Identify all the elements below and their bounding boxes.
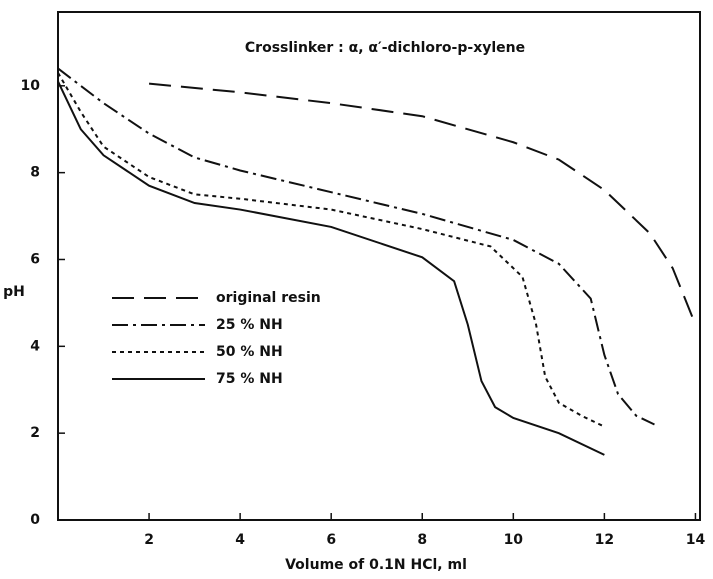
- legend-label: 75 % NH: [216, 371, 283, 387]
- y-tick-label: 10: [21, 78, 41, 94]
- line-series: [57, 72, 605, 428]
- legend-label: 25 % NH: [216, 317, 283, 333]
- x-axis-label: Volume of 0.1N HCl, ml: [285, 557, 467, 573]
- y-tick-label: 8: [30, 165, 40, 181]
- y-axis-label: pH: [3, 284, 25, 300]
- line-series: [148, 82, 697, 325]
- x-tick-label: 14: [686, 532, 706, 548]
- y-tick-label: 2: [30, 425, 40, 441]
- line-series: [57, 81, 605, 456]
- x-tick-label: 6: [326, 532, 336, 548]
- line-series: [57, 67, 655, 426]
- x-tick-label: 10: [504, 532, 524, 548]
- x-tick-label: 8: [417, 532, 427, 548]
- annotation: Crosslinker : α, α′-dichloro-p-xylene: [245, 40, 525, 56]
- x-tick-label: 12: [595, 532, 614, 548]
- plot-frame: [57, 11, 701, 521]
- x-tick-label: 4: [235, 532, 245, 548]
- y-tick-label: 6: [30, 251, 40, 267]
- y-tick-label: 0: [30, 512, 40, 528]
- y-tick-label: 4: [30, 338, 40, 354]
- legend-label: 50 % NH: [216, 344, 283, 360]
- x-tick-label: 2: [144, 532, 154, 548]
- legend-label: original resin: [216, 290, 321, 306]
